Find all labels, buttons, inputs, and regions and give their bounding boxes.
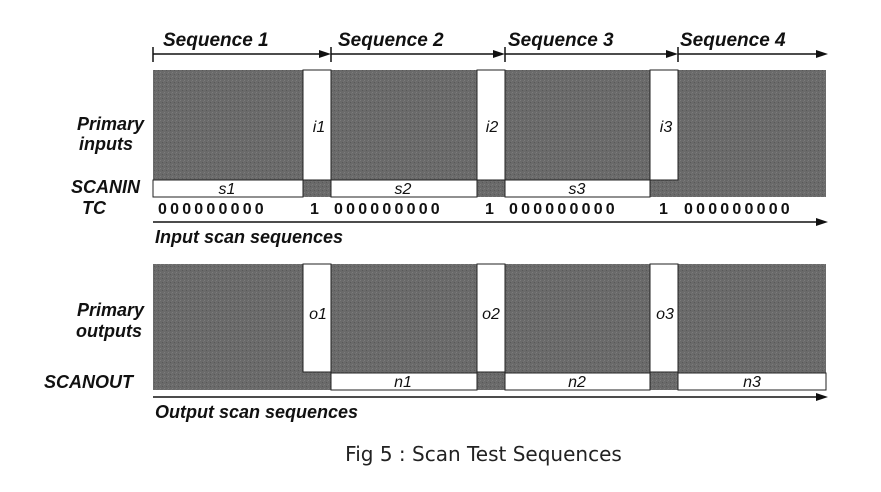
output-slot-o3 <box>649 263 679 373</box>
sequence-label-1: Sequence 1 <box>163 30 269 51</box>
tc-bits-group: 000000000 <box>684 201 793 218</box>
scanout-slot-n3 <box>677 372 827 391</box>
input-scan-label: Input scan sequences <box>155 227 343 247</box>
sequence-arrowhead <box>666 50 678 58</box>
sequence-label-3: Sequence 3 <box>508 30 614 51</box>
scan-sequence-diagram: Sequence 1 Sequence 2 Sequence 3 Sequenc… <box>44 30 828 422</box>
scanout-slot-label-n3: n3 <box>743 374 761 391</box>
sequence-label-4: Sequence 4 <box>680 30 786 51</box>
scanin-label: SCANIN <box>71 177 141 197</box>
tc-bit-one: 1 <box>310 201 322 218</box>
input-slot-label-i2: i2 <box>486 119 499 136</box>
sequence-arrowhead <box>816 50 828 58</box>
primary-inputs-label-line1: Primary <box>77 114 145 134</box>
scanin-slot-s2 <box>330 179 478 198</box>
scanout-slot-n2 <box>504 372 651 391</box>
output-slot-o2 <box>476 263 506 373</box>
tc-label: TC <box>82 198 107 218</box>
input-slot-i2 <box>476 69 506 181</box>
tc-bits-group: 000000000 <box>158 201 267 218</box>
scanout-slot-label-n1: n1 <box>394 374 412 391</box>
input-scan-arrowhead <box>816 218 828 226</box>
input-slot-label-i1: i1 <box>313 119 325 136</box>
output-scan-label: Output scan sequences <box>155 402 358 422</box>
scanin-slot-s1 <box>152 179 304 198</box>
figure-caption: Fig 5 : Scan Test Sequences <box>345 442 622 466</box>
tc-bit-one: 1 <box>659 201 671 218</box>
sequence-header: Sequence 1 Sequence 2 Sequence 3 Sequenc… <box>152 30 828 62</box>
sequence-arrowhead <box>493 50 505 58</box>
scanin-slot-label-s3: s3 <box>569 181 586 198</box>
output-slot-label-o2: o2 <box>482 306 500 323</box>
input-slot-label-i3: i3 <box>660 119 673 136</box>
input-slot-i1 <box>302 69 332 181</box>
tc-bits-group: 000000000 <box>509 201 618 218</box>
output-slot-o1 <box>302 263 332 373</box>
tc-bit-one: 1 <box>485 201 497 218</box>
primary-inputs-label-line2: inputs <box>79 134 133 154</box>
primary-outputs-label-line2: outputs <box>76 321 142 341</box>
scanin-slot-label-s2: s2 <box>395 181 412 198</box>
input-slot-i3 <box>649 69 679 181</box>
primary-outputs-label-line1: Primary <box>77 300 145 320</box>
scanout-label: SCANOUT <box>44 372 135 392</box>
tc-bits-group: 000000000 <box>334 201 443 218</box>
output-slot-label-o3: o3 <box>656 306 674 323</box>
output-scan-arrowhead <box>816 393 828 401</box>
sequence-arrowhead <box>319 50 331 58</box>
sequence-label-2: Sequence 2 <box>338 30 444 51</box>
scanout-slot-n1 <box>330 372 478 391</box>
scanout-slot-label-n2: n2 <box>568 374 586 391</box>
scanin-slot-label-s1: s1 <box>219 181 236 198</box>
scanin-slot-s3 <box>504 179 651 198</box>
output-slot-label-o1: o1 <box>309 306 327 323</box>
